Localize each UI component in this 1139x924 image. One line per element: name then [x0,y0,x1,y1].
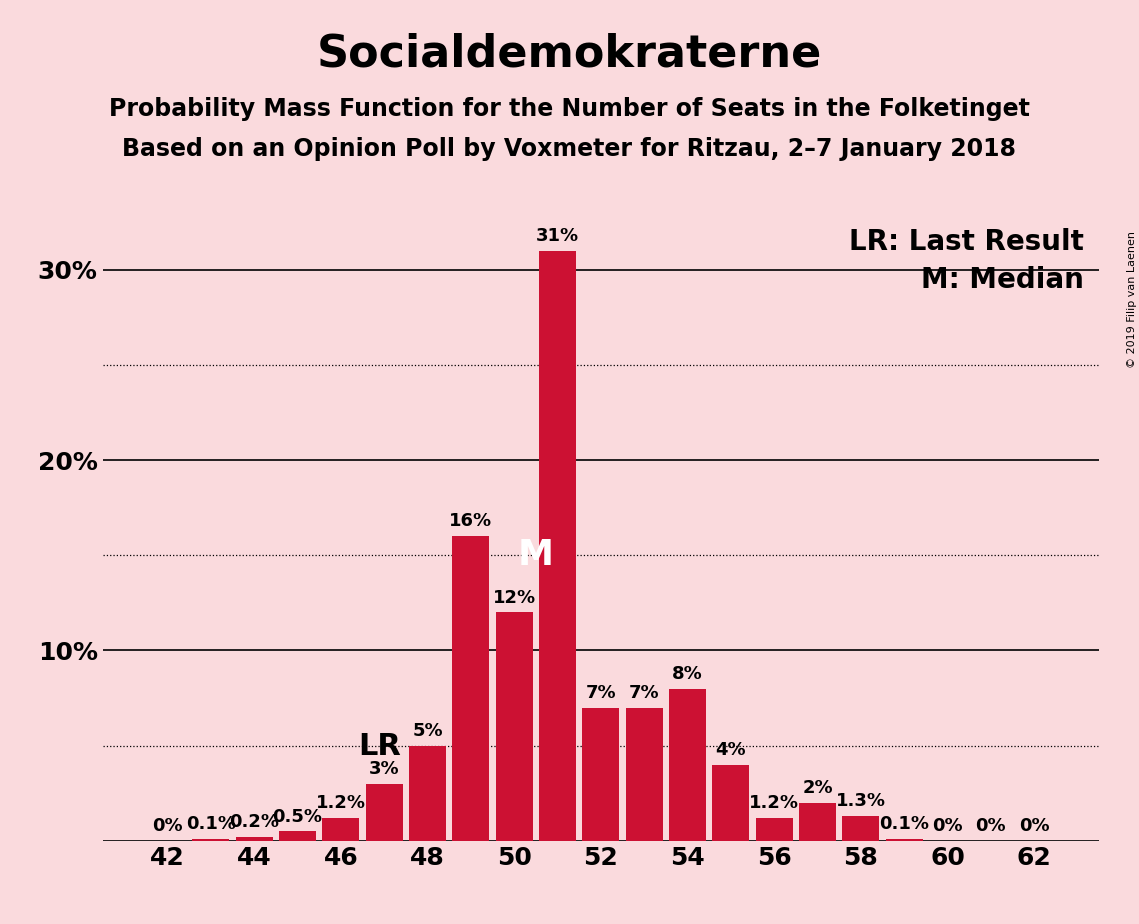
Text: 0.2%: 0.2% [229,813,279,832]
Bar [495,613,533,841]
Bar [192,839,229,841]
Text: LR: Last Result: LR: Last Result [850,228,1084,256]
Text: 8%: 8% [672,664,703,683]
Bar [886,839,923,841]
Text: 0.1%: 0.1% [186,815,236,833]
Text: 3%: 3% [369,760,400,778]
Text: M: M [518,539,554,572]
Text: 4%: 4% [715,741,746,759]
Bar [712,765,749,841]
Text: 0%: 0% [1018,817,1049,835]
Text: Probability Mass Function for the Number of Seats in the Folketinget: Probability Mass Function for the Number… [109,97,1030,121]
Bar [843,816,879,841]
Text: 0.5%: 0.5% [272,808,322,826]
Text: 1.2%: 1.2% [749,795,800,812]
Text: 12%: 12% [492,589,535,607]
Text: LR: LR [359,732,401,760]
Bar [366,784,402,841]
Bar [409,746,445,841]
Text: 16%: 16% [449,513,492,530]
Text: © 2019 Filip van Laenen: © 2019 Filip van Laenen [1126,231,1137,368]
Text: 7%: 7% [585,684,616,702]
Text: 7%: 7% [629,684,659,702]
Text: Socialdemokraterne: Socialdemokraterne [317,32,822,76]
Text: 2%: 2% [802,779,833,797]
Bar [279,832,316,841]
Text: 31%: 31% [536,227,579,245]
Bar [539,250,576,841]
Text: 5%: 5% [412,722,443,740]
Bar [669,688,706,841]
Bar [800,803,836,841]
Bar [452,536,490,841]
Text: 1.3%: 1.3% [836,793,886,810]
Text: 0%: 0% [932,817,962,835]
Bar [625,708,663,841]
Bar [582,708,620,841]
Text: 0.1%: 0.1% [879,815,929,833]
Bar [756,818,793,841]
Bar [236,837,272,841]
Bar [322,818,359,841]
Text: M: Median: M: Median [921,266,1084,294]
Text: 0%: 0% [153,817,183,835]
Text: Based on an Opinion Poll by Voxmeter for Ritzau, 2–7 January 2018: Based on an Opinion Poll by Voxmeter for… [123,137,1016,161]
Text: 1.2%: 1.2% [316,795,366,812]
Text: 0%: 0% [975,817,1006,835]
